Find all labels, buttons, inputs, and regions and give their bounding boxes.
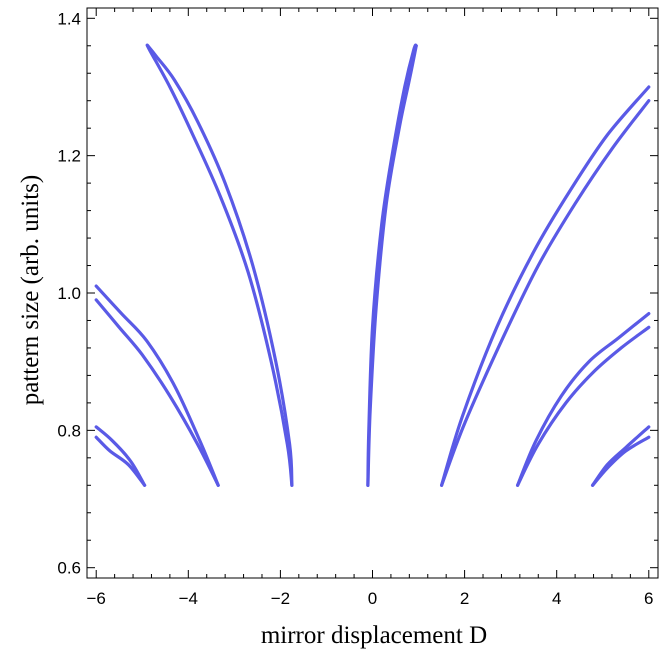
series-line-11: [516, 325, 651, 487]
x-tick-label: 4: [552, 589, 561, 608]
series-line-14: [591, 425, 651, 487]
series-line-5: [94, 298, 220, 487]
series-line-2: [146, 44, 294, 487]
x-tick-label: 0: [368, 589, 377, 608]
series-line-9: [440, 99, 651, 487]
series-line-7: [94, 435, 147, 487]
y-tick-label: 0.6: [57, 559, 81, 578]
series-line-6: [94, 284, 220, 487]
y-tick-label: 0.8: [57, 421, 81, 440]
x-axis-label: mirror displacement D: [261, 622, 487, 649]
series-line-10: [440, 85, 651, 487]
series-line-1: [145, 43, 294, 487]
ticks-layer: −6 −4 −2 0 2 4 6 0.6 0.8 1.0 1.2 1.4: [57, 8, 658, 608]
y-tick-label: 1.0: [57, 284, 81, 303]
x-tick-label: 2: [460, 589, 469, 608]
y-tick-label: 1.2: [57, 147, 81, 166]
x-tick-label: 6: [644, 589, 653, 608]
y-axis-label: pattern size (arb. units): [17, 175, 44, 405]
x-tick-label: −4: [179, 589, 198, 608]
series-layer: [94, 43, 651, 487]
x-tick-label: −6: [87, 589, 106, 608]
series-line-12: [516, 312, 651, 487]
series-line-8: [94, 425, 147, 487]
series-line-4: [366, 44, 418, 487]
x-tick-label: −2: [271, 589, 290, 608]
y-tick-label: 1.4: [57, 9, 81, 28]
